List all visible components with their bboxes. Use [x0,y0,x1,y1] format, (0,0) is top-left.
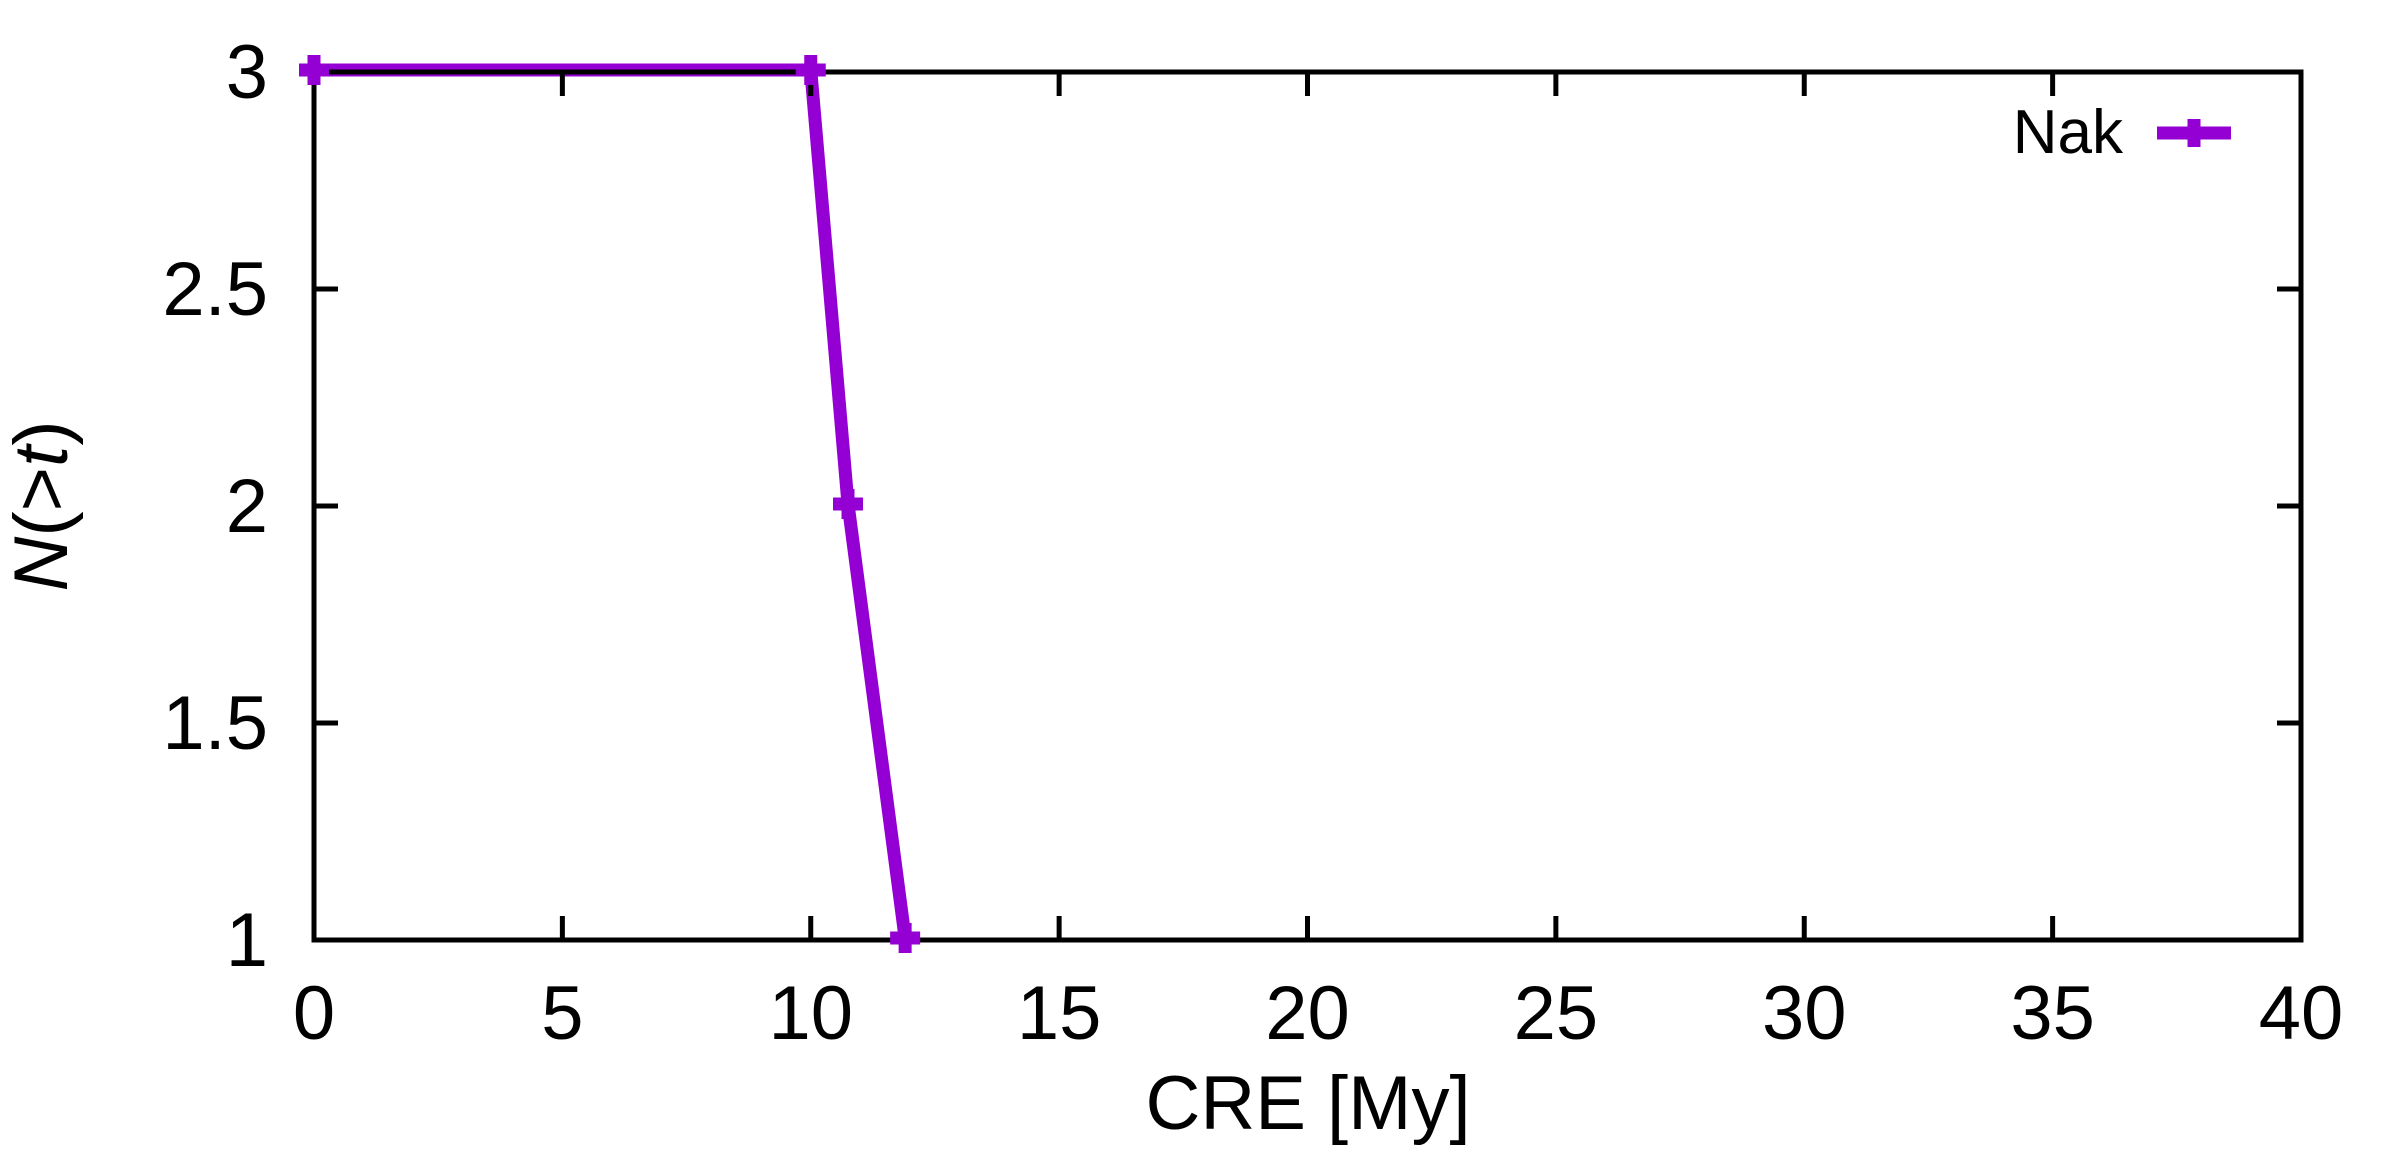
x-tick-label: 35 [2010,971,2095,1056]
x-tick-label: 10 [768,971,853,1056]
legend-label: Nak [2012,98,2123,167]
legend: Nak [2013,100,2233,166]
plot-border [311,69,2304,943]
x-tick-label: 25 [1514,971,1599,1056]
x-tick-label: 40 [2259,971,2344,1056]
y-axis-title-open: (> [0,466,84,537]
plus-icon [2157,119,2231,147]
y-axis-title-t: t [0,445,84,467]
y-tick-label: 2 [226,464,268,549]
y-axis-title-n: N [0,536,84,592]
y-tick-label: 2.5 [162,247,268,332]
y-tick-label: 3 [226,30,268,115]
x-tick-label: 0 [293,971,335,1056]
data-line-nak [314,63,912,939]
x-tick-label: 15 [1017,971,1102,1056]
x-axis-title: CRE [My] [1145,1061,1471,1146]
x-tick-label: 5 [541,971,583,1056]
y-axis-title: N(>t) [0,420,84,592]
x-tick-label: 30 [1762,971,1847,1056]
y-axis-title-close: ) [0,420,84,446]
y-tick-label: 1 [226,898,268,983]
y-tick-label: 1.5 [162,681,268,766]
x-tick-label: 20 [1265,971,1350,1056]
